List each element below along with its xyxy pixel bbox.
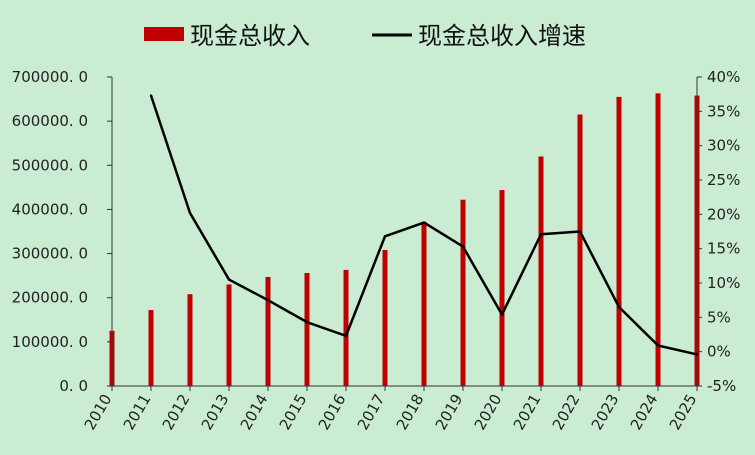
- right-tick-label: 30%: [707, 137, 740, 155]
- legend-label-line: 现金总收入增速: [418, 22, 586, 50]
- x-tick-label: 2020: [471, 391, 506, 433]
- growth-point: [305, 320, 309, 324]
- growth-point: [227, 278, 231, 281]
- left-tick-label: 0. 0: [59, 377, 88, 395]
- bar-mark: [343, 269, 349, 386]
- bar-mark: [148, 310, 154, 386]
- x-tick-label: 2012: [159, 391, 194, 433]
- left-tick-label: 300000. 0: [12, 245, 88, 263]
- x-tick-label: 2025: [666, 391, 701, 433]
- left-tick-label: 600000. 0: [12, 112, 88, 130]
- x-tick-label: 2023: [588, 391, 623, 433]
- right-tick-label: -5%: [707, 377, 736, 395]
- bar-mark: [421, 221, 427, 386]
- plot-area: 0. 0 100000. 0 200000. 0 300000. 0 400000. 0…: [12, 68, 741, 433]
- right-tick-label: 25%: [707, 171, 740, 189]
- right-tick-label: 35%: [707, 102, 740, 120]
- growth-point: [656, 344, 660, 347]
- bar-mark: [382, 250, 388, 386]
- left-tick-label: 200000. 0: [12, 289, 88, 307]
- right-tick-label: 40%: [707, 68, 740, 86]
- growth-point: [578, 230, 582, 233]
- growth-point: [188, 211, 192, 215]
- bar-mark: [304, 272, 310, 386]
- x-tick-label: 2021: [510, 391, 545, 433]
- growth-point: [500, 313, 504, 316]
- left-tick-label: 400000. 0: [12, 200, 88, 218]
- right-tick-label: 10%: [707, 274, 740, 292]
- right-tick-label: 0%: [707, 343, 731, 361]
- x-tick-label: 2011: [120, 391, 155, 433]
- x-tick-label: 2019: [432, 391, 467, 433]
- growth-point: [149, 94, 153, 97]
- x-tick-label: 2018: [393, 391, 428, 433]
- left-tick-label: 100000. 0: [12, 333, 88, 351]
- bar-mark: [616, 96, 622, 386]
- left-tick-label: 500000. 0: [12, 156, 88, 174]
- bar-mark: [187, 294, 193, 386]
- bar-mark: [226, 284, 232, 386]
- x-tick-label: 2017: [354, 391, 389, 433]
- bar-mark: [577, 114, 583, 387]
- right-tick-label: 20%: [707, 205, 740, 223]
- right-tick-label: 5%: [707, 308, 731, 326]
- x-tick-label: 2016: [315, 391, 350, 433]
- x-tick-label: 2014: [237, 391, 272, 433]
- growth-point: [461, 245, 465, 248]
- bar-mark: [265, 276, 271, 386]
- growth-point: [617, 305, 621, 309]
- x-tick-label: 2015: [276, 391, 311, 433]
- x-tick-label: 2022: [549, 391, 584, 433]
- growth-point: [422, 221, 426, 224]
- bar-mark: [655, 93, 661, 386]
- growth-point: [344, 334, 348, 338]
- legend-swatch-bar: [144, 27, 184, 41]
- bar-mark: [538, 156, 544, 386]
- x-tick-label: 2010: [81, 391, 116, 433]
- x-tick-label: 2013: [198, 391, 233, 433]
- growth-point: [383, 235, 387, 238]
- growth-point: [695, 353, 699, 356]
- bar-mark: [499, 190, 505, 386]
- growth-point: [266, 298, 270, 302]
- legend-label-bar: 现金总收入: [190, 22, 310, 50]
- left-tick-label: 700000. 0: [12, 68, 88, 86]
- bar-mark: [460, 199, 466, 386]
- x-tick-label: 2024: [627, 391, 662, 433]
- legend: 现金总收入 现金总收入增速: [144, 22, 586, 50]
- growth-point: [539, 233, 543, 236]
- right-tick-label: 15%: [707, 240, 740, 258]
